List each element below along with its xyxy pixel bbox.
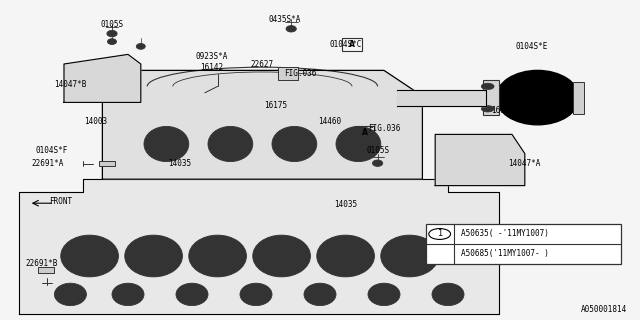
Text: 1: 1 (437, 229, 442, 238)
Ellipse shape (61, 235, 118, 277)
Ellipse shape (108, 39, 116, 44)
Polygon shape (397, 90, 486, 106)
Ellipse shape (481, 83, 494, 90)
Text: A050001814: A050001814 (581, 305, 627, 314)
Ellipse shape (240, 283, 272, 306)
Bar (38, 267, 54, 273)
Ellipse shape (317, 235, 374, 277)
Text: 16175: 16175 (491, 106, 514, 115)
Text: 0435S*A: 0435S*A (269, 15, 301, 24)
Ellipse shape (83, 75, 109, 91)
Polygon shape (19, 179, 499, 314)
Ellipse shape (304, 283, 336, 306)
Text: 14035: 14035 (168, 159, 191, 168)
Ellipse shape (368, 283, 400, 306)
Ellipse shape (107, 30, 117, 37)
Text: 0104S*C: 0104S*C (330, 40, 362, 49)
Bar (483, 80, 499, 115)
Text: 22627: 22627 (251, 60, 274, 68)
Text: 14047*B: 14047*B (54, 80, 86, 89)
Ellipse shape (381, 235, 438, 277)
Text: 14035: 14035 (334, 200, 357, 209)
Text: 0105S: 0105S (100, 20, 124, 28)
Polygon shape (64, 54, 141, 102)
Bar (355, 126, 374, 139)
Ellipse shape (372, 160, 383, 166)
Bar (278, 67, 298, 80)
Ellipse shape (272, 126, 317, 162)
Text: 22691*A: 22691*A (32, 159, 64, 168)
Ellipse shape (507, 77, 568, 118)
Ellipse shape (481, 106, 494, 112)
Ellipse shape (112, 65, 131, 76)
Text: 22691*B: 22691*B (26, 260, 58, 268)
Text: A: A (349, 40, 355, 49)
Ellipse shape (286, 26, 296, 32)
Ellipse shape (208, 126, 253, 162)
Bar (426, 224, 621, 264)
Ellipse shape (336, 126, 381, 162)
Bar (99, 161, 115, 166)
Ellipse shape (112, 283, 144, 306)
Text: 0104S*E: 0104S*E (515, 42, 547, 51)
Ellipse shape (144, 126, 189, 162)
Text: 14003: 14003 (84, 117, 108, 126)
Ellipse shape (432, 283, 464, 306)
Text: 0923S*A: 0923S*A (195, 52, 227, 60)
Ellipse shape (176, 283, 208, 306)
Text: 16175: 16175 (264, 101, 287, 110)
Text: 0104S*F: 0104S*F (35, 146, 67, 155)
Ellipse shape (253, 235, 310, 277)
Ellipse shape (189, 235, 246, 277)
Bar (573, 82, 584, 114)
Bar (342, 38, 362, 51)
Text: 16112: 16112 (532, 85, 556, 94)
Ellipse shape (54, 283, 86, 306)
Text: FRONT: FRONT (49, 197, 72, 206)
Text: A: A (362, 128, 368, 137)
Text: FIG.036: FIG.036 (368, 124, 400, 132)
Text: FIG.036: FIG.036 (285, 69, 317, 78)
Text: 0105S: 0105S (366, 146, 389, 155)
Text: 14047*A: 14047*A (509, 159, 541, 168)
Polygon shape (102, 70, 422, 179)
Text: A50635( -'11MY1007): A50635( -'11MY1007) (461, 229, 548, 238)
Text: 14460: 14460 (318, 117, 341, 126)
Ellipse shape (496, 70, 579, 125)
Ellipse shape (136, 44, 145, 49)
Polygon shape (435, 134, 525, 186)
Ellipse shape (125, 235, 182, 277)
Text: A50685('11MY1007- ): A50685('11MY1007- ) (461, 249, 548, 258)
Text: 16142: 16142 (200, 63, 223, 72)
Circle shape (429, 228, 451, 239)
